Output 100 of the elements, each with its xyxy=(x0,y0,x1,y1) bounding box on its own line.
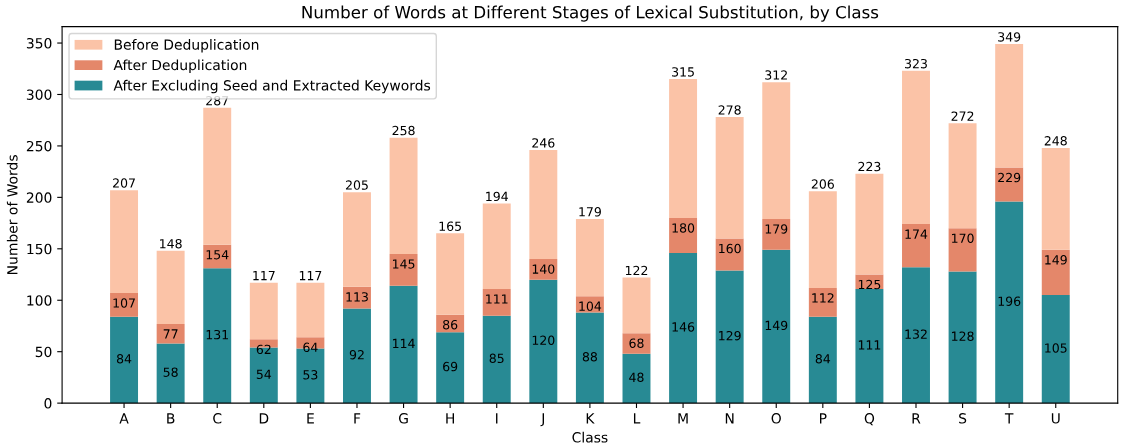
data-label: 88 xyxy=(582,352,597,362)
total-label: 179 xyxy=(579,207,601,217)
bar xyxy=(529,150,558,260)
annotation: 104 xyxy=(579,301,602,311)
annotation: 77 xyxy=(163,329,178,339)
bar xyxy=(808,287,837,317)
x-tick-label: Q xyxy=(864,413,875,426)
data-label: 84 xyxy=(815,354,831,364)
total-label: 258 xyxy=(392,125,415,136)
bar xyxy=(995,44,1024,168)
y-tick-label: 150 xyxy=(27,243,52,255)
annotation: 140 xyxy=(532,264,555,274)
data-label: 85 xyxy=(489,353,504,364)
data-label: 54 xyxy=(256,369,272,379)
annotation: 113 xyxy=(346,292,368,302)
bar xyxy=(110,190,139,294)
chart-title: Number of Words at Different Stages of Lexical Substitution, by Class xyxy=(302,5,879,22)
annotation: 154 xyxy=(206,250,229,260)
x-tick-label: J xyxy=(540,413,544,427)
x-tick-label: F xyxy=(354,413,361,424)
total-label: 205 xyxy=(345,180,368,190)
annotation: 112 xyxy=(812,293,834,303)
annotation: 111 xyxy=(486,294,508,304)
data-label: 149 xyxy=(765,320,788,331)
x-tick-label: B xyxy=(167,413,175,424)
y-tick-label: 0 xyxy=(44,398,52,409)
total-label: 206 xyxy=(811,179,834,189)
bar xyxy=(948,228,977,272)
total-label: 194 xyxy=(486,191,508,202)
bar xyxy=(343,192,371,287)
legend-label: After Deduplication xyxy=(113,59,247,73)
bar xyxy=(296,282,325,338)
bar xyxy=(1041,249,1070,296)
total-label: 287 xyxy=(206,95,229,106)
x-tick-label: K xyxy=(586,413,595,424)
annotation: 174 xyxy=(905,229,928,239)
total-label: 278 xyxy=(718,105,741,115)
data-label: 114 xyxy=(393,338,415,348)
bar xyxy=(529,259,558,280)
bar xyxy=(855,288,884,404)
data-label: 92 xyxy=(349,349,364,360)
data-label: 146 xyxy=(672,322,695,332)
x-tick-label: G xyxy=(398,413,408,424)
y-tick-label: 200 xyxy=(26,192,52,203)
x-tick-label: N xyxy=(725,413,734,424)
y-axis-title: Number of Words xyxy=(6,155,18,274)
bar xyxy=(1041,147,1070,250)
bar xyxy=(156,323,185,344)
x-tick-label: D xyxy=(259,413,269,424)
data-label: 69 xyxy=(443,361,458,372)
bar xyxy=(762,82,791,219)
total-label: 207 xyxy=(113,178,135,188)
bar xyxy=(110,293,139,317)
x-tick-label: O xyxy=(771,413,781,424)
bar xyxy=(249,282,278,340)
annotation: 179 xyxy=(765,224,788,234)
data-label: 196 xyxy=(998,296,1021,306)
bar xyxy=(575,296,604,313)
annotation: 125 xyxy=(858,279,881,290)
legend-label: Before Deduplication xyxy=(114,39,259,53)
y-tick-label: 250 xyxy=(26,140,52,152)
bar xyxy=(808,191,837,288)
data-label: 132 xyxy=(905,329,927,339)
data-label: 105 xyxy=(1045,343,1067,353)
bar xyxy=(902,267,930,404)
bar xyxy=(948,123,977,229)
x-tick-label: P xyxy=(820,413,827,424)
bar xyxy=(156,250,185,324)
total-label: 248 xyxy=(1044,136,1067,146)
y-tick-label: 50 xyxy=(35,346,52,358)
bar xyxy=(575,218,604,297)
legend-label: After Excluding Seed and Extracted Keywords xyxy=(113,79,431,94)
bar xyxy=(762,249,791,404)
bar xyxy=(482,315,511,404)
bar xyxy=(389,253,418,286)
data-label: 120 xyxy=(532,335,555,346)
x-tick-label: C xyxy=(213,413,222,424)
annotation: 86 xyxy=(443,319,458,330)
data-label: 111 xyxy=(858,340,881,350)
x-tick-label: R xyxy=(912,413,921,424)
data-label: 53 xyxy=(303,370,318,380)
data-label: 58 xyxy=(163,367,178,377)
x-tick-label: S xyxy=(959,413,967,424)
x-axis-title: Class xyxy=(572,431,608,443)
bar xyxy=(482,288,511,316)
bar xyxy=(203,268,232,404)
bar xyxy=(855,173,884,275)
total-label: 323 xyxy=(905,58,927,69)
data-label: 84 xyxy=(116,354,132,364)
bar xyxy=(669,79,698,218)
bar xyxy=(529,279,558,404)
total-label: 246 xyxy=(532,138,555,148)
total-label: 117 xyxy=(253,271,275,281)
annotation: 68 xyxy=(629,338,644,348)
x-tick-label: M xyxy=(678,413,688,424)
x-tick-label: E xyxy=(307,413,314,424)
bar xyxy=(203,107,232,245)
data-label: 129 xyxy=(719,330,741,341)
annotation: 107 xyxy=(113,298,135,308)
bar xyxy=(389,285,418,404)
